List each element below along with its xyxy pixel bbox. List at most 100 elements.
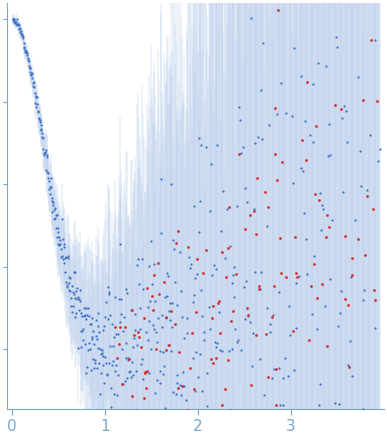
Point bbox=[112, 294, 118, 301]
Point bbox=[91, 365, 98, 372]
Point bbox=[182, 427, 188, 434]
Point bbox=[78, 327, 84, 334]
Point bbox=[62, 268, 68, 275]
Point bbox=[163, 347, 169, 354]
Point bbox=[368, 37, 374, 44]
Point bbox=[29, 75, 35, 82]
Point bbox=[183, 396, 189, 403]
Point bbox=[102, 314, 108, 321]
Point bbox=[47, 191, 53, 198]
Point bbox=[279, 158, 285, 165]
Point bbox=[31, 84, 37, 91]
Point bbox=[74, 285, 80, 292]
Point bbox=[296, 273, 302, 280]
Point bbox=[308, 310, 315, 317]
Point bbox=[70, 268, 77, 275]
Point bbox=[38, 126, 45, 133]
Point bbox=[176, 349, 182, 356]
Point bbox=[113, 362, 120, 369]
Point bbox=[28, 70, 34, 77]
Point bbox=[214, 141, 220, 148]
Point bbox=[227, 406, 233, 413]
Point bbox=[139, 255, 145, 262]
Point bbox=[271, 283, 277, 290]
Point bbox=[58, 252, 65, 259]
Point bbox=[259, 414, 265, 421]
Point bbox=[20, 33, 26, 40]
Point bbox=[165, 272, 171, 279]
Point bbox=[325, 121, 332, 128]
Point bbox=[290, 327, 296, 334]
Point bbox=[215, 300, 221, 307]
Point bbox=[342, 232, 348, 239]
Point bbox=[86, 313, 92, 320]
Point bbox=[70, 289, 76, 296]
Point bbox=[14, 21, 20, 28]
Point bbox=[152, 389, 159, 396]
Point bbox=[235, 336, 241, 343]
Point bbox=[18, 28, 24, 35]
Point bbox=[327, 275, 333, 282]
Point bbox=[76, 306, 82, 313]
Point bbox=[300, 167, 306, 174]
Point bbox=[36, 118, 43, 125]
Point bbox=[94, 364, 100, 371]
Point bbox=[200, 269, 206, 276]
Point bbox=[10, 16, 17, 23]
Point bbox=[23, 47, 29, 54]
Point bbox=[62, 244, 68, 251]
Point bbox=[55, 229, 61, 236]
Point bbox=[55, 224, 61, 231]
Point bbox=[57, 236, 63, 243]
Point bbox=[345, 302, 351, 309]
Point bbox=[77, 310, 84, 317]
Point bbox=[173, 239, 179, 246]
Point bbox=[70, 302, 76, 309]
Point bbox=[59, 216, 65, 223]
Point bbox=[97, 346, 103, 353]
Point bbox=[79, 312, 85, 319]
Point bbox=[101, 322, 108, 329]
Point bbox=[311, 253, 317, 260]
Point bbox=[102, 353, 108, 360]
Point bbox=[38, 122, 44, 129]
Point bbox=[248, 382, 254, 389]
Point bbox=[308, 282, 314, 289]
Point bbox=[253, 231, 259, 238]
Point bbox=[143, 329, 149, 336]
Point bbox=[46, 178, 52, 185]
Point bbox=[56, 233, 62, 240]
Point bbox=[164, 293, 170, 300]
Point bbox=[17, 24, 23, 31]
Point bbox=[325, 153, 331, 160]
Point bbox=[206, 416, 212, 423]
Point bbox=[208, 160, 214, 167]
Point bbox=[141, 315, 147, 322]
Point bbox=[137, 326, 143, 333]
Point bbox=[240, 284, 247, 291]
Point bbox=[377, 146, 383, 153]
Point bbox=[266, 121, 272, 128]
Point bbox=[279, 375, 286, 382]
Point bbox=[244, 198, 250, 205]
Point bbox=[140, 416, 146, 423]
Point bbox=[89, 314, 95, 321]
Point bbox=[171, 278, 178, 285]
Point bbox=[12, 18, 19, 25]
Point bbox=[285, 372, 291, 379]
Point bbox=[280, 401, 286, 408]
Point bbox=[158, 175, 164, 182]
Point bbox=[124, 289, 130, 296]
Point bbox=[142, 369, 148, 376]
Point bbox=[66, 279, 72, 286]
Point bbox=[124, 375, 130, 382]
Point bbox=[13, 19, 19, 26]
Point bbox=[73, 310, 79, 317]
Point bbox=[243, 278, 249, 285]
Point bbox=[125, 354, 131, 361]
Point bbox=[21, 39, 27, 46]
Point bbox=[188, 411, 194, 418]
Point bbox=[349, 255, 356, 262]
Point bbox=[187, 264, 194, 271]
Point bbox=[269, 314, 275, 321]
